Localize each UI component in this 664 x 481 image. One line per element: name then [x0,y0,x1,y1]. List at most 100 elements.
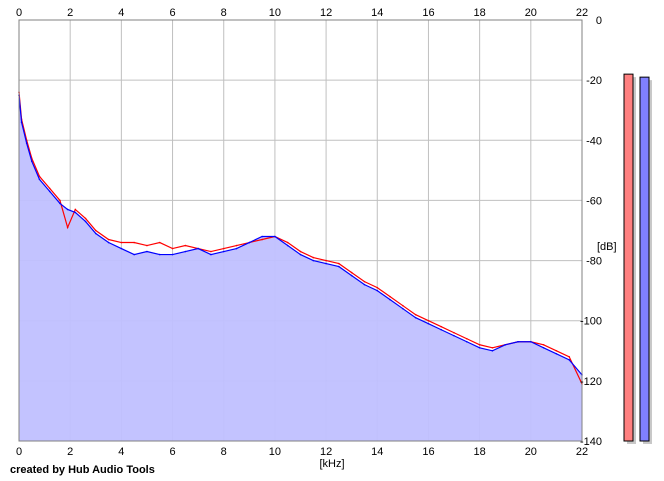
y-axis-unit-label: [dB] [597,241,617,253]
series-0-point-23 [261,238,263,241]
x-tick-label-bottom-7: 14 [371,446,383,458]
series-0-point-9 [84,217,87,220]
series-1-point-29 [338,265,340,268]
series-0-point-27 [312,256,315,259]
series-0-point-35 [414,313,417,316]
series-0-point-39 [466,337,468,340]
x-tick-label-top-7: 14 [371,7,383,19]
series-1-point-36 [427,322,430,325]
series-1-point-43 [517,340,519,343]
x-tick-labels-bottom: 0 2 4 6 8 10 12 14 16 18 20 22 [16,446,588,458]
y-tick-labels: 0 -20 -40 -60 -80 -100 -120 -140 [580,15,602,448]
series-1-point-22 [248,241,251,244]
x-tick-label-bottom-1: 2 [67,446,73,458]
series-0-point-19 [210,250,212,253]
y-tick-label-2: -40 [586,135,602,147]
series-0-point-25 [286,241,289,244]
series-1-point-39 [466,340,468,343]
series-0-point-12 [120,241,123,244]
series-1-point-46 [555,352,558,355]
series-1-point-38 [453,334,455,337]
series-1-point-28 [325,262,327,265]
plot-border [18,19,583,442]
series-1-point-13 [133,253,135,256]
x-tick-label-top-5: 10 [269,7,281,19]
series-1-point-17 [184,250,187,253]
y-tick-label-0: 0 [596,15,602,27]
series-1-point-45 [542,346,545,349]
x-tick-labels-top: 0 2 4 6 8 10 12 14 16 18 20 22 [16,7,588,19]
series-1-point-16 [171,253,174,256]
x-tick-label-bottom-10: 20 [525,446,537,458]
series-0-point-47 [568,356,571,358]
series-1-point-26 [299,253,302,256]
series-0-point-16 [171,247,174,250]
series-1-point-47 [568,359,571,361]
level-meter-bar-1 [639,76,650,442]
series-1-point-6 [59,202,61,205]
x-tick-label-top-3: 6 [169,7,175,19]
series-1-point-1 [20,121,23,124]
series-0-point-10 [94,229,97,232]
series-1-point-18 [197,247,199,250]
y-tick-label-5: -100 [580,316,602,328]
series-1-point-5 [48,190,51,193]
series-0-point-4 [38,175,41,178]
series-0-point-46 [555,349,558,352]
series-1-point-44 [530,340,532,343]
series-1-point-3 [30,160,33,163]
series-1-point-33 [389,298,391,301]
series-0-point-29 [338,262,340,265]
series-1-point-23 [261,235,263,238]
series-1-point-19 [210,253,212,256]
y-tick-label-3: -60 [586,195,602,207]
level-meters [623,73,652,444]
series-1-point-42 [504,343,507,346]
credit-text: created by Hub Audio Tools [10,464,155,476]
series-1-point-9 [84,220,87,223]
series-0-point-37 [440,325,443,328]
series-0-point-7 [66,226,69,229]
series-1-point-11 [107,241,110,244]
series-1-point-8 [74,211,77,214]
series-0-point-31 [363,280,366,283]
series-1-point-20 [222,250,225,253]
series-1-point-15 [158,253,161,256]
x-tick-label-top-9: 18 [474,7,486,19]
series-0-point-38 [453,331,455,334]
level-meter-bar-0 [623,73,634,442]
series-0-point-45 [542,343,545,346]
x-tick-label-bottom-8: 16 [422,446,434,458]
series-1-point-24 [274,235,276,238]
x-tick-label-bottom-0: 0 [16,446,22,458]
y-tick-label-6: -120 [580,376,602,388]
series-1-point-27 [312,259,315,262]
series-0-point-17 [184,244,187,247]
x-tick-label-top-10: 20 [525,7,537,19]
x-tick-label-top-8: 16 [422,7,434,19]
series-0-point-21 [235,244,238,247]
x-tick-label-bottom-9: 18 [474,446,486,458]
series-1-point-40 [478,346,481,349]
series-0-point-36 [427,319,430,322]
series-0-point-13 [133,241,135,244]
x-tick-label-bottom-2: 4 [118,446,124,458]
series-1-point-32 [376,289,379,292]
series-1-point-35 [414,316,417,319]
series-lines [18,91,583,385]
y-tick-label-1: -20 [586,75,602,87]
series-1-point-10 [94,232,97,235]
x-tick-label-bottom-3: 6 [169,446,175,458]
series-1-point-25 [286,244,289,247]
series-0-point-32 [376,286,379,289]
series-0-point-33 [389,295,391,298]
series-1-point-14 [146,250,148,253]
series-1-point-41 [491,349,494,352]
series-0-point-41 [491,346,494,349]
x-axis-unit-label: [kHz] [319,458,344,470]
series-1-point-31 [363,283,366,286]
series-0-point-6 [59,199,61,202]
spectrum-fill-area [19,95,582,441]
x-tick-label-top-4: 8 [221,7,227,19]
